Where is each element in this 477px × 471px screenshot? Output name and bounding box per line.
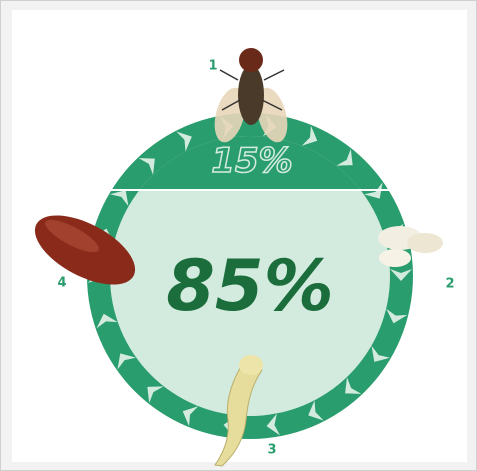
ring-arrow xyxy=(182,406,199,427)
ring-arrow xyxy=(147,386,164,404)
larva xyxy=(214,355,263,467)
top-segment xyxy=(139,136,361,190)
ring-arrow xyxy=(363,182,383,199)
ring-arrow xyxy=(109,190,129,207)
ring-arrow xyxy=(117,353,137,370)
ring-arrow xyxy=(96,313,118,329)
stage-label: 1 xyxy=(208,59,217,74)
stage-label: 2 xyxy=(445,277,454,292)
top-percent: 15% xyxy=(211,141,292,181)
ring-arrow xyxy=(138,158,155,175)
bottom-percent: 85% xyxy=(166,245,334,327)
ring-arrow xyxy=(371,345,391,362)
eggs xyxy=(378,226,443,267)
ring-arrow xyxy=(301,125,318,146)
pupa xyxy=(34,215,136,285)
inner-circle xyxy=(110,136,390,416)
stage-label: 3 xyxy=(267,443,276,458)
ring-arrow xyxy=(176,131,192,152)
ring-arrow xyxy=(345,377,362,394)
ring-arrow xyxy=(336,148,353,166)
ring-arrow xyxy=(390,269,412,281)
stage-label: 4 xyxy=(57,276,66,291)
ring-arrow xyxy=(266,413,280,436)
ring-arrow xyxy=(308,400,324,421)
fly xyxy=(214,48,288,143)
ring-arrow xyxy=(386,308,408,324)
